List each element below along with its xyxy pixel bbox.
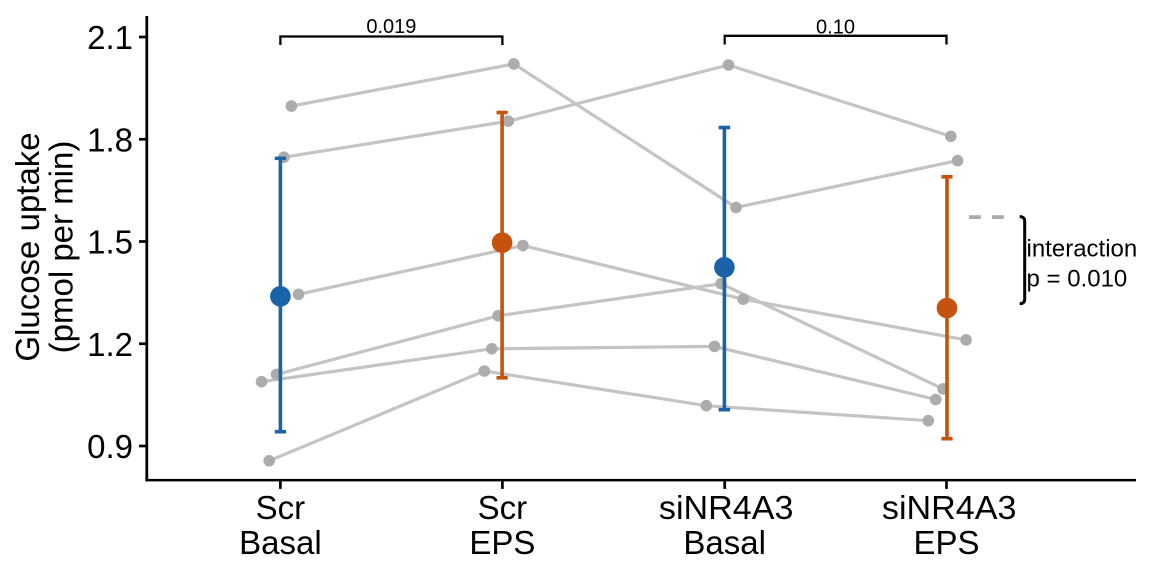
svg-text:siNR4A3: siNR4A3	[659, 489, 794, 526]
svg-text:Scr: Scr	[256, 489, 306, 526]
svg-text:2.1: 2.1	[87, 19, 133, 56]
svg-text:p = 0.010: p = 0.010	[1027, 265, 1128, 292]
svg-text:1.2: 1.2	[87, 326, 133, 363]
svg-text:EPS: EPS	[469, 524, 535, 561]
svg-text:Scr: Scr	[478, 489, 528, 526]
svg-text:0.10: 0.10	[816, 17, 855, 39]
svg-text:Glucose uptake: Glucose uptake	[9, 132, 46, 361]
svg-text:Basal: Basal	[239, 524, 322, 561]
svg-text:Basal: Basal	[683, 524, 766, 561]
svg-text:EPS: EPS	[913, 524, 979, 561]
svg-text:siNR4A3: siNR4A3	[882, 489, 1017, 526]
svg-text:1.5: 1.5	[87, 224, 133, 261]
svg-text:(pmol per min): (pmol per min)	[43, 141, 80, 354]
svg-text:0.9: 0.9	[87, 428, 133, 465]
svg-text:interaction: interaction	[1027, 235, 1138, 262]
svg-text:1.8: 1.8	[87, 121, 133, 158]
svg-text:0.019: 0.019	[366, 16, 416, 38]
